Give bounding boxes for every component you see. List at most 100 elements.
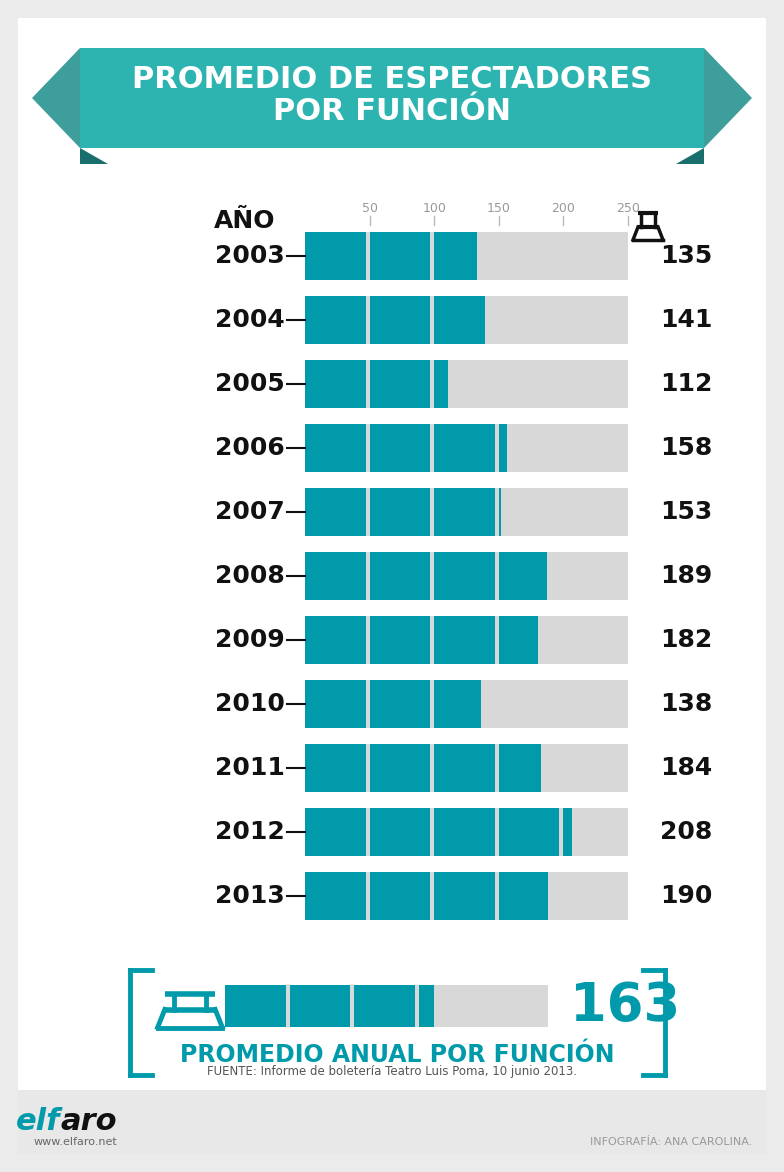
Text: 153: 153	[660, 500, 712, 524]
Bar	[369, 872, 430, 920]
Bar	[369, 360, 430, 408]
Bar	[499, 552, 547, 600]
Bar	[80, 48, 704, 148]
Text: PROMEDIO ANUAL POR FUNCIÓN: PROMEDIO ANUAL POR FUNCIÓN	[180, 1043, 615, 1067]
Bar	[434, 872, 495, 920]
Text: 100: 100	[423, 202, 446, 214]
Bar	[499, 744, 541, 792]
Bar	[499, 872, 549, 920]
Bar	[499, 808, 560, 856]
Bar	[305, 552, 628, 600]
Text: 2004: 2004	[216, 308, 285, 332]
Text: FUENTE: Informe de boletería Teatro Luis Poma, 10 junio 2013.: FUENTE: Informe de boletería Teatro Luis…	[207, 1065, 577, 1078]
Text: 200: 200	[551, 202, 575, 214]
Bar	[305, 297, 365, 345]
Bar	[225, 984, 548, 1027]
Bar	[305, 297, 628, 345]
Polygon shape	[704, 48, 752, 148]
Text: 112: 112	[660, 372, 713, 396]
Bar	[354, 984, 415, 1027]
Text: POR FUNCIÓN: POR FUNCIÓN	[273, 97, 511, 127]
Text: INFOGRAFÍA: ANA CAROLINA.: INFOGRAFÍA: ANA CAROLINA.	[590, 1137, 752, 1147]
Text: 163: 163	[570, 980, 681, 1033]
Bar	[369, 680, 430, 728]
Text: 189: 189	[660, 564, 712, 588]
Bar	[369, 424, 430, 472]
Text: 2005: 2005	[216, 372, 285, 396]
Text: elf: elf	[16, 1108, 60, 1137]
Bar	[369, 744, 430, 792]
Bar	[305, 616, 628, 665]
Bar	[305, 872, 365, 920]
Bar	[305, 680, 365, 728]
Bar	[305, 872, 628, 920]
Bar	[305, 744, 365, 792]
Bar	[305, 232, 365, 280]
Text: 2007: 2007	[216, 500, 285, 524]
Polygon shape	[676, 148, 704, 164]
Bar	[305, 744, 628, 792]
Bar	[305, 488, 365, 536]
Bar	[305, 552, 365, 600]
Bar	[305, 232, 628, 280]
Text: PROMEDIO DE ESPECTADORES: PROMEDIO DE ESPECTADORES	[132, 66, 652, 95]
Bar	[419, 984, 434, 1027]
Text: 184: 184	[660, 756, 712, 781]
Text: 2009: 2009	[216, 628, 285, 652]
Text: 2010: 2010	[215, 691, 285, 716]
Bar	[434, 360, 448, 408]
Text: 2013: 2013	[216, 884, 285, 908]
Text: 2012: 2012	[216, 820, 285, 844]
Text: 135: 135	[660, 244, 712, 268]
Bar	[499, 424, 507, 472]
Text: 250: 250	[616, 202, 640, 214]
Bar	[18, 1090, 766, 1154]
Text: 208: 208	[660, 820, 712, 844]
Bar	[305, 488, 628, 536]
Bar	[434, 616, 495, 665]
Bar	[305, 680, 628, 728]
Text: 141: 141	[660, 308, 713, 332]
Bar	[289, 984, 350, 1027]
Text: 2008: 2008	[216, 564, 285, 588]
Bar	[434, 297, 485, 345]
Bar	[499, 488, 501, 536]
Bar	[369, 808, 430, 856]
Text: 138: 138	[660, 691, 712, 716]
Bar	[305, 808, 628, 856]
Bar	[305, 424, 628, 472]
Bar	[434, 808, 495, 856]
Polygon shape	[32, 48, 80, 148]
Bar	[564, 808, 572, 856]
Text: 150: 150	[487, 202, 510, 214]
Bar	[434, 744, 495, 792]
Bar	[434, 488, 495, 536]
Bar	[305, 360, 365, 408]
Bar	[369, 297, 430, 345]
Bar	[369, 552, 430, 600]
Text: 182: 182	[660, 628, 712, 652]
Bar	[305, 616, 365, 665]
Text: 158: 158	[660, 436, 712, 459]
Bar	[369, 616, 430, 665]
Text: 190: 190	[660, 884, 713, 908]
Text: 2003: 2003	[216, 244, 285, 268]
Text: www.elfaro.net: www.elfaro.net	[33, 1137, 117, 1147]
Polygon shape	[80, 148, 108, 164]
Bar	[225, 984, 285, 1027]
Text: AÑO: AÑO	[213, 209, 275, 233]
Bar	[434, 680, 481, 728]
Text: 2006: 2006	[216, 436, 285, 459]
Bar	[305, 360, 628, 408]
Bar	[369, 488, 430, 536]
Bar	[434, 552, 495, 600]
Bar	[305, 808, 365, 856]
Text: 2011: 2011	[215, 756, 285, 781]
Bar	[369, 232, 430, 280]
Bar	[499, 616, 538, 665]
Bar	[434, 232, 477, 280]
Bar	[434, 424, 495, 472]
Text: aro: aro	[60, 1108, 117, 1137]
Bar	[305, 424, 365, 472]
Text: 50: 50	[361, 202, 378, 214]
